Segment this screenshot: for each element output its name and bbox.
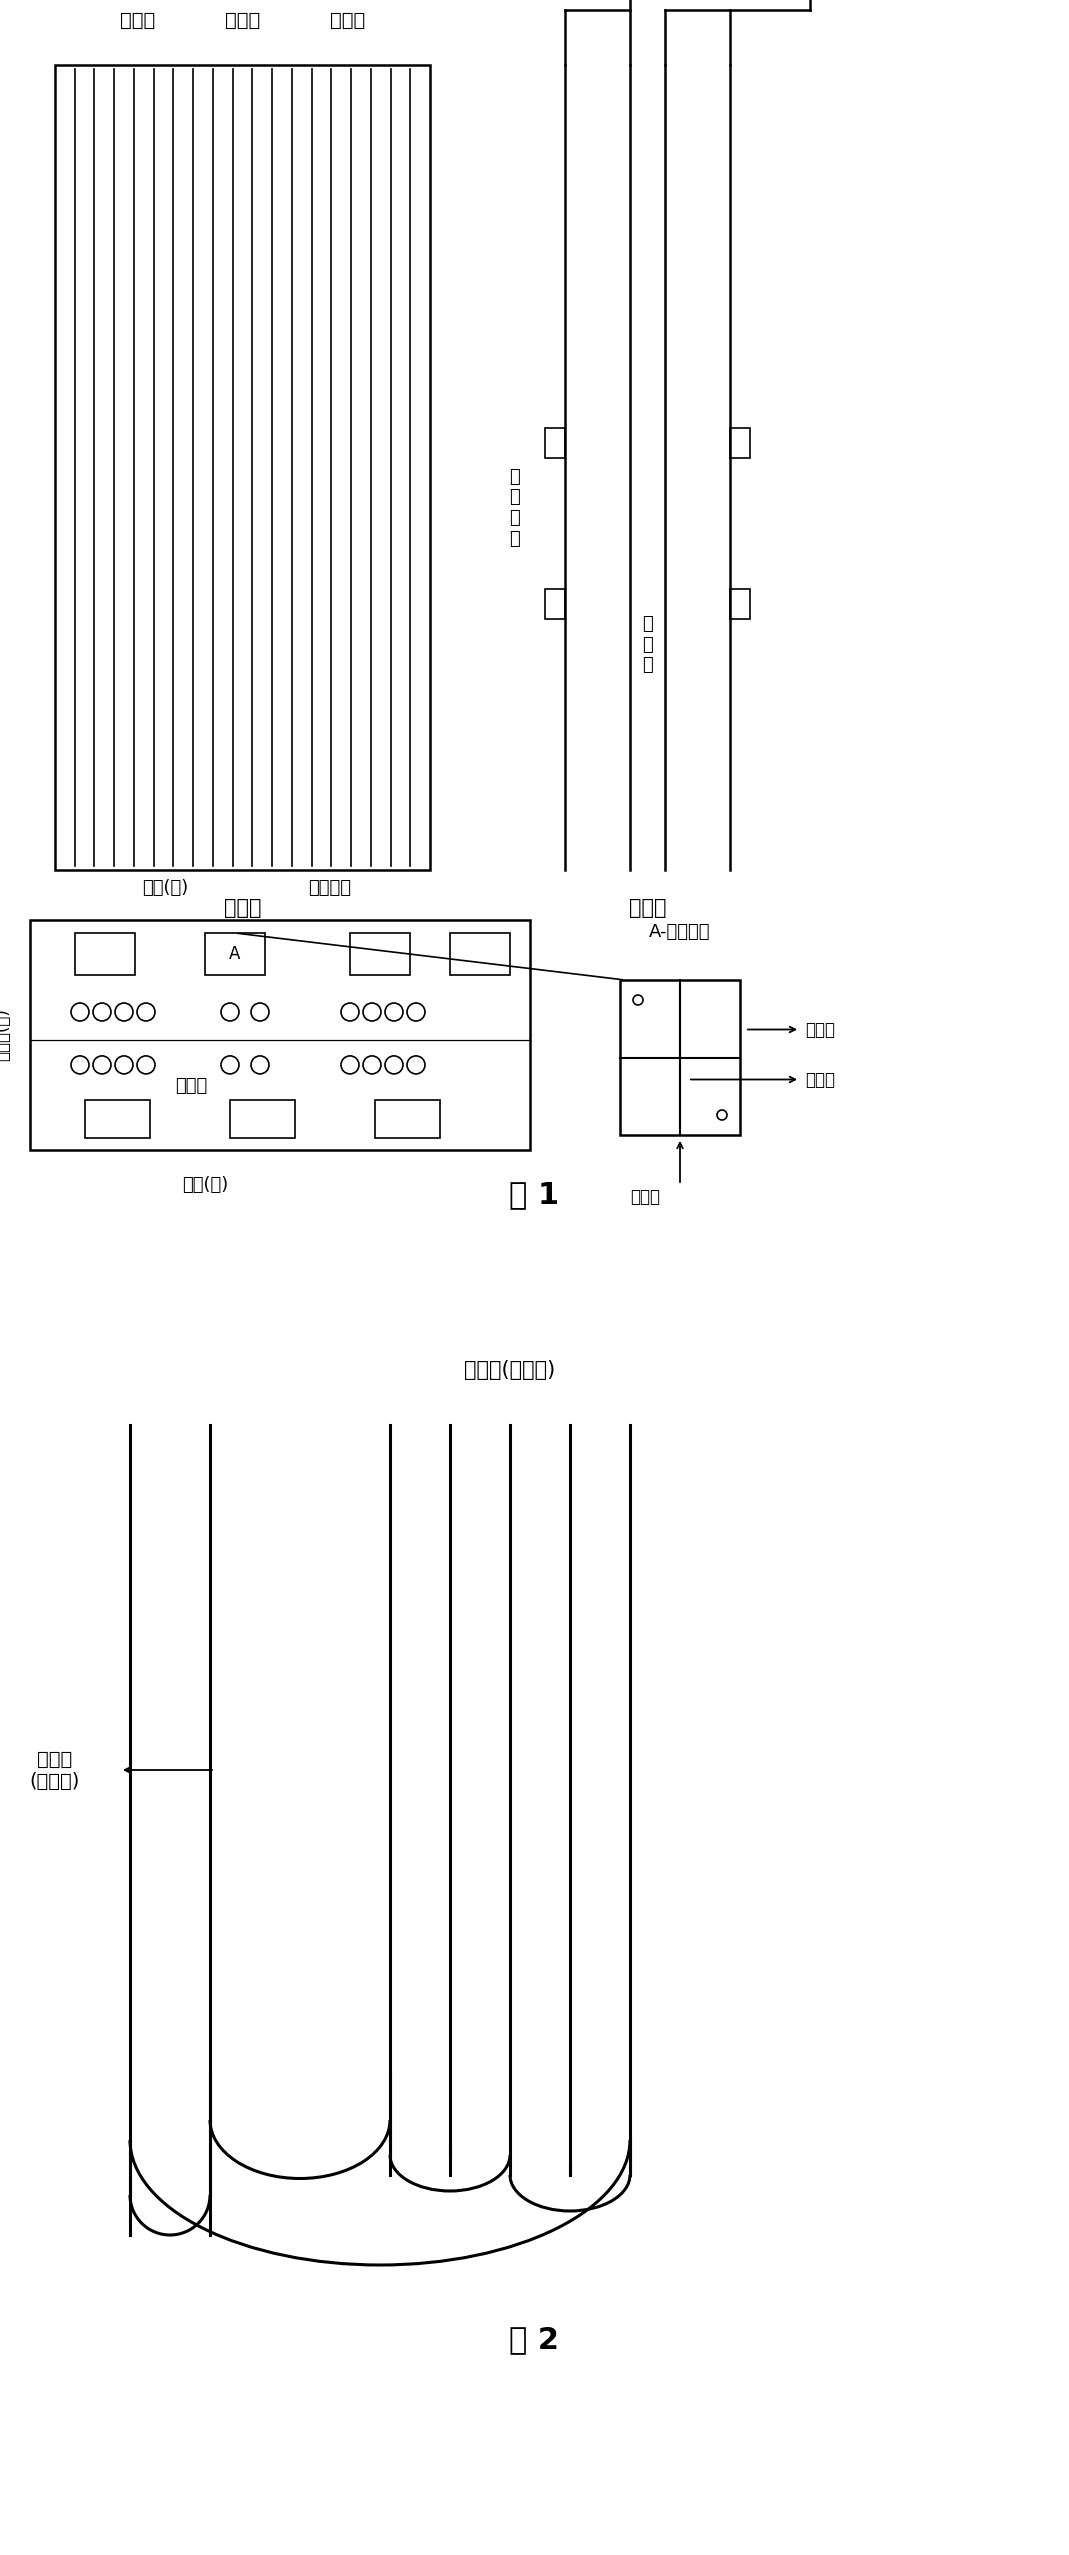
Bar (86, 1101, 150, 1137)
Bar (55, 64, 430, 871)
Bar (75, 933, 135, 976)
Bar (350, 933, 410, 976)
Text: 前墙(长): 前墙(长) (182, 1175, 228, 1193)
Bar (620, 981, 740, 1134)
Bar (545, 590, 566, 618)
Text: 侧
壁
烧
嘴: 侧 壁 烧 嘴 (510, 468, 521, 547)
Bar (375, 1101, 440, 1137)
Text: 底部烧嘴: 底部烧嘴 (309, 879, 352, 897)
Text: 图 2: 图 2 (509, 2325, 559, 2356)
Bar (230, 1101, 295, 1137)
Bar (205, 933, 265, 976)
Text: 图 1: 图 1 (509, 1180, 559, 1209)
Text: 侧视图: 侧视图 (629, 897, 666, 917)
Text: 进口管: 进口管 (330, 10, 366, 31)
Text: 辅喷嘴: 辅喷嘴 (805, 1019, 835, 1037)
Text: 进口管: 进口管 (120, 10, 155, 31)
Text: 左侧墙(深): 左侧墙(深) (0, 1009, 11, 1060)
Text: 反应管: 反应管 (175, 1076, 207, 1094)
Bar (30, 920, 530, 1150)
Bar (730, 429, 750, 457)
Bar (545, 429, 566, 457)
Text: 主喷嘴: 主喷嘴 (630, 1188, 660, 1206)
Bar (450, 933, 510, 976)
Text: 出口管: 出口管 (224, 10, 260, 31)
Text: 出口管
(第二程): 出口管 (第二程) (30, 1750, 80, 1791)
Bar (730, 590, 750, 618)
Text: 入口管(第一程): 入口管(第一程) (464, 1359, 556, 1380)
Text: 反
应
管: 反 应 管 (642, 616, 653, 675)
Text: A: A (230, 945, 241, 963)
Text: 后墙(长): 后墙(长) (142, 879, 188, 897)
Text: 正视图: 正视图 (223, 897, 261, 917)
Text: 进风口: 进风口 (805, 1071, 835, 1088)
Text: A-局部放大: A-局部放大 (649, 922, 711, 940)
